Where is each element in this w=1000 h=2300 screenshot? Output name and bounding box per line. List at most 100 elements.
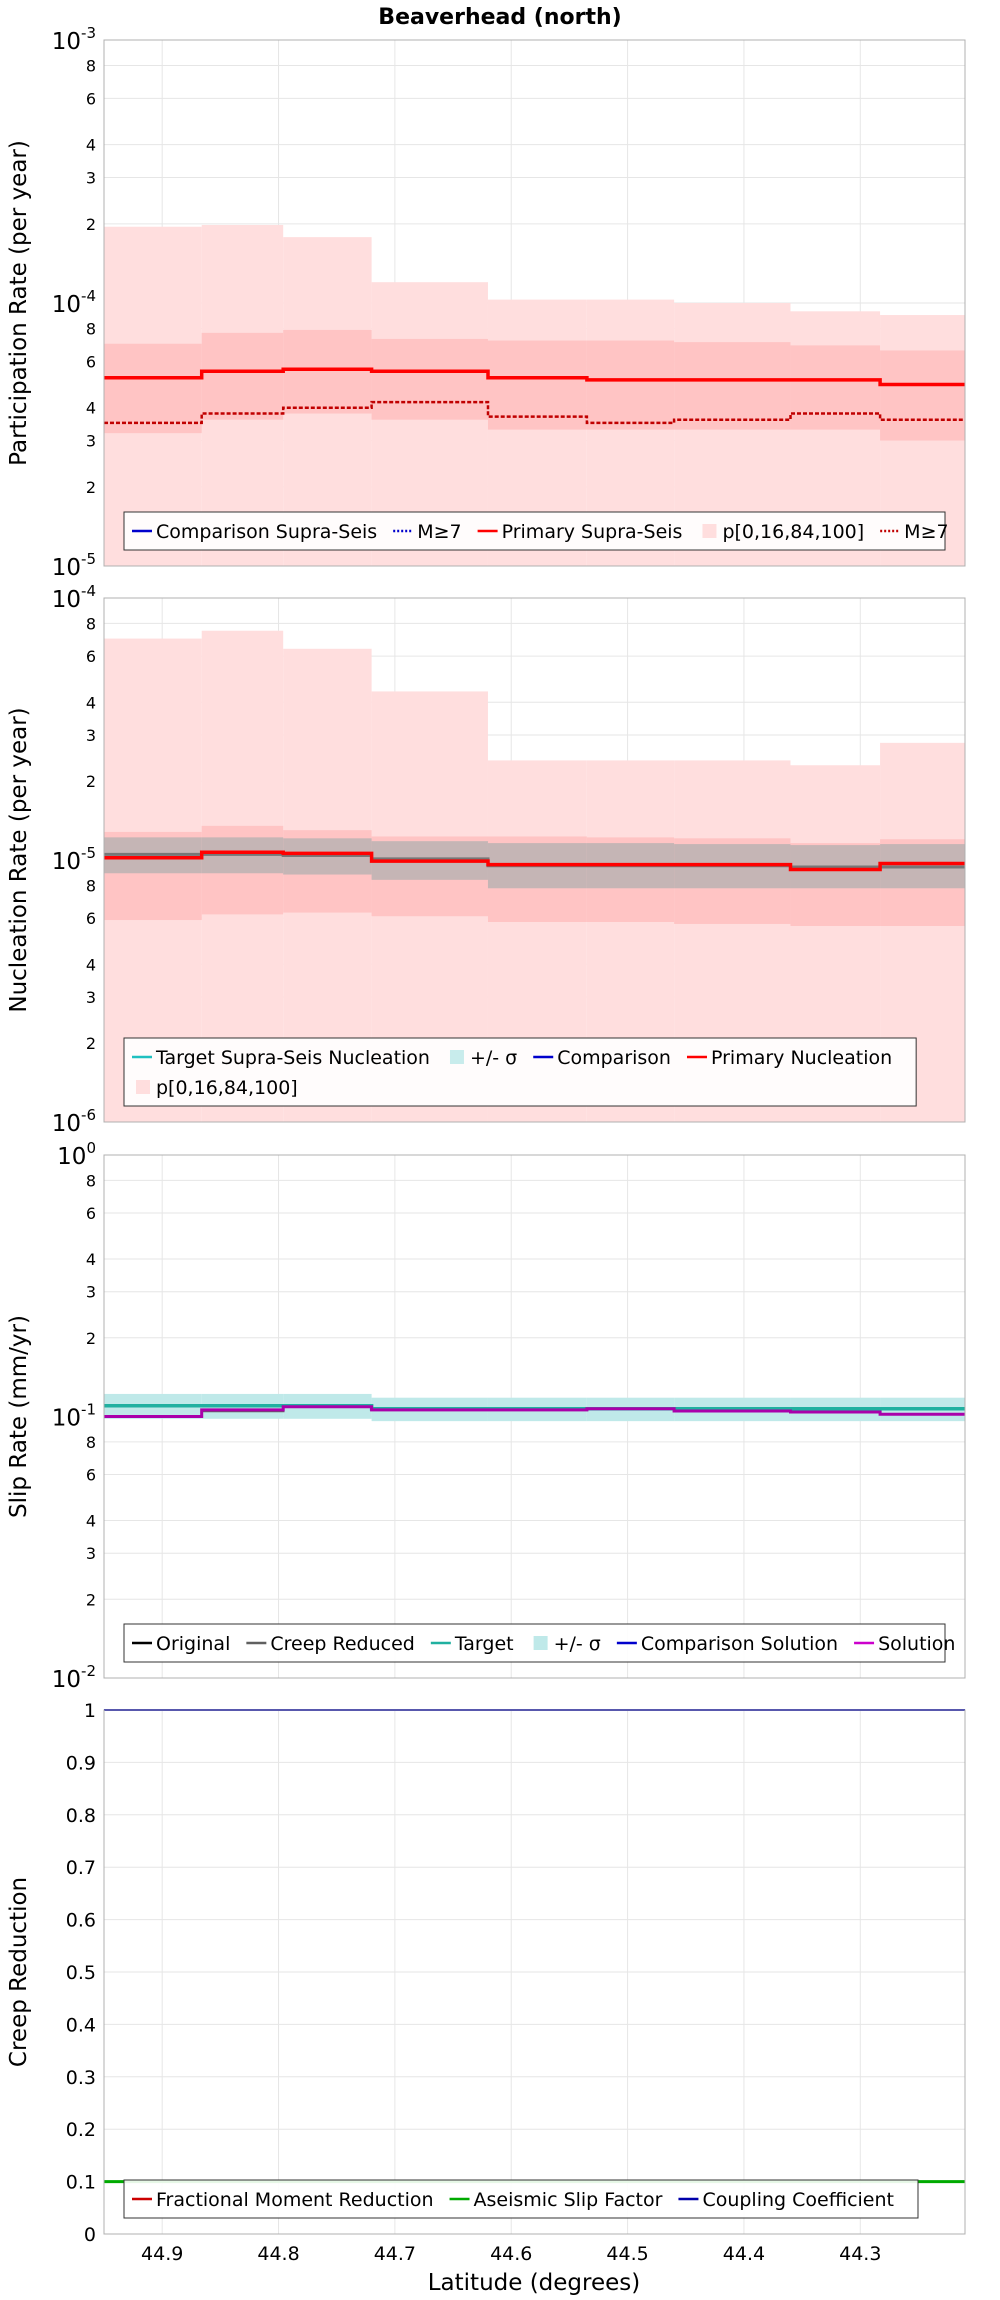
legend-box: [123, 511, 946, 551]
band-segment: [880, 350, 965, 441]
y-axis-label: Participation Rate (per year): [6, 140, 32, 466]
legend-label: Primary Nucleation: [711, 1047, 892, 1069]
y-minor-tick-label: 2: [86, 1329, 96, 1348]
y-minor-tick-label: 3: [86, 988, 96, 1007]
legend-label: +/- σ: [554, 1633, 601, 1655]
x-tick-label: 44.3: [839, 2243, 881, 2265]
legend-label: Coupling Coefficient: [702, 2189, 894, 2211]
y-tick-label: 0.1: [66, 2172, 96, 2194]
band-segment: [790, 345, 881, 430]
y-minor-tick-label: 8: [86, 1171, 96, 1190]
chart-title: Beaverhead (north): [378, 5, 621, 30]
legend-label: Target: [454, 1633, 514, 1655]
legend-label: Target Supra-Seis Nucleation: [155, 1047, 430, 1069]
legend-label: p[0,16,84,100]: [156, 1077, 298, 1099]
legend-label: Comparison: [557, 1047, 671, 1069]
y-minor-tick-label: 2: [86, 1034, 96, 1053]
legend-label: Comparison Supra-Seis: [156, 521, 377, 543]
y-minor-tick-label: 8: [86, 56, 96, 75]
band-segment: [104, 343, 202, 434]
y-tick-label: 0.5: [66, 1962, 96, 1984]
y-tick-label: 10-4: [52, 582, 96, 613]
y-tick-label: 0.8: [66, 1805, 96, 1827]
y-axis-label: Nucleation Rate (per year): [6, 707, 32, 1012]
legend-label: Creep Reduced: [270, 1633, 414, 1655]
band-segment: [674, 342, 791, 430]
y-tick-label: 100: [57, 1139, 96, 1170]
y-minor-tick-label: 3: [86, 1283, 96, 1302]
y-minor-tick-label: 6: [86, 89, 96, 108]
legend-box: [123, 1037, 917, 1107]
x-tick-label: 44.4: [723, 2243, 765, 2265]
y-minor-tick-label: 8: [86, 319, 96, 338]
band-segment: [487, 340, 587, 430]
legend-label: M≥7: [904, 521, 948, 543]
y-tick-label: 0.7: [66, 1857, 96, 1879]
band-segment: [586, 340, 675, 430]
panel-2: 10-4 10-5 10-6 8 6 4 3 2 8 6 4 3 2 Nucleation Rate (p…: [6, 582, 966, 1137]
band-segment: [371, 338, 488, 420]
y-tick-label: 1: [84, 1700, 96, 1722]
legend-label: p[0,16,84,100]: [722, 521, 864, 543]
legend-label: Original: [156, 1633, 230, 1655]
y-minor-tick-label: 2: [86, 772, 96, 791]
legend-label: +/- σ: [470, 1047, 517, 1069]
y-tick-label: 10-5: [52, 550, 96, 581]
y-minor-tick-label: 3: [86, 1544, 96, 1563]
y-minor-tick-label: 4: [86, 955, 96, 974]
plot-frame: [103, 39, 966, 567]
x-tick-label: 44.8: [257, 2243, 299, 2265]
legend-swatch: [533, 1636, 548, 1650]
y-tick-label: 0.3: [66, 2067, 96, 2089]
y-minor-tick-label: 4: [86, 1512, 96, 1531]
panel-1: 10-3 10-4 10-5 8 6 4 3 2 8 6 4 3 2 Participation Rate…: [6, 24, 966, 581]
y-tick-label: 10-1: [52, 1401, 96, 1432]
legend-label: Aseismic Slip Factor: [474, 2189, 663, 2211]
y-minor-tick-label: 6: [86, 1204, 96, 1223]
y-minor-tick-label: 6: [86, 909, 96, 928]
y-minor-tick-label: 6: [86, 647, 96, 666]
x-axis-label: Latitude (degrees): [428, 2270, 641, 2296]
y-axis-label: Slip Rate (mm/yr): [6, 1315, 32, 1518]
y-minor-tick-label: 3: [86, 726, 96, 745]
band-segment: [283, 329, 372, 414]
legend: Fractional Moment Reduction Aseismic Slip…: [123, 2179, 919, 2219]
y-minor-tick-label: 3: [86, 432, 96, 451]
band-segment: [201, 332, 284, 420]
legend-swatch: [449, 1050, 464, 1064]
x-tick-label: 44.9: [141, 2243, 183, 2265]
y-axis-label: Creep Reduction: [6, 1877, 32, 2067]
y-tick-label: 10-5: [52, 844, 96, 875]
panel-4: 0 0.1 0.2 0.3 0.4 0.5 0.6 0.7 0.8 0.9 1 Creep Reduc…: [6, 1700, 966, 2265]
y-minor-tick-label: 6: [86, 1466, 96, 1485]
legend-label: Fractional Moment Reduction: [156, 2189, 434, 2211]
y-minor-tick-label: 8: [86, 876, 96, 895]
legend-label: Solution: [878, 1633, 955, 1655]
y-minor-tick-label: 2: [86, 478, 96, 497]
y-minor-tick-label: 2: [86, 1590, 96, 1609]
series-line: [104, 850, 965, 872]
plot-frame: [103, 1154, 966, 1679]
y-minor-tick-label: 8: [86, 614, 96, 633]
legend-swatch: [702, 524, 717, 538]
x-tick-label: 44.5: [606, 2243, 648, 2265]
y-minor-tick-label: 4: [86, 1250, 96, 1269]
y-minor-tick-label: 4: [86, 693, 96, 712]
y-minor-tick-label: 4: [86, 399, 96, 418]
y-tick-label: 10-6: [52, 1106, 96, 1137]
y-minor-tick-label: 4: [86, 136, 96, 155]
legend-label: Primary Supra-Seis: [502, 521, 683, 543]
series-line: [104, 400, 965, 425]
y-tick-label: 0.6: [66, 1910, 96, 1932]
legend-box: [123, 2179, 919, 2219]
legend: Original Creep Reduced Target +/- σ Comparis…: [123, 1623, 955, 1663]
series-line: [104, 367, 965, 387]
plot-frame: [103, 1709, 966, 2235]
y-minor-tick-label: 2: [86, 215, 96, 234]
x-tick-label: 44.7: [374, 2243, 416, 2265]
panel-3: 100 10-1 10-2 8 6 4 3 2 8 6 4 3 2 Slip Rate (mm/yr) Or…: [6, 1139, 966, 1693]
y-minor-tick-label: 3: [86, 169, 96, 188]
plot-frame: [103, 597, 966, 1123]
legend-label: M≥7: [417, 521, 461, 543]
